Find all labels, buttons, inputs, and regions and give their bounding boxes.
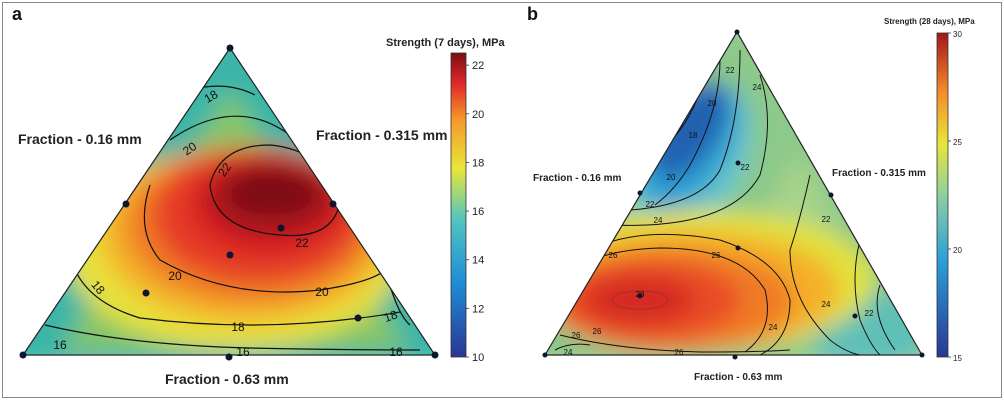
- contour-label-b: 24: [753, 83, 762, 92]
- axis-label-bottom-a: Fraction - 0.63 mm: [165, 371, 289, 387]
- colorbar-tick-label: 15: [953, 354, 962, 363]
- colorbar-a: Strength (7 days), MPa 22 20 18 16 14 12 10: [386, 37, 505, 364]
- colorbar-tick-label: 10: [472, 352, 484, 364]
- contour-label-b: 26: [572, 331, 581, 340]
- axis-label-bottom-b: Fraction - 0.63 mm: [694, 372, 782, 383]
- panel-b-letter: b: [527, 4, 538, 24]
- contour-label-a: 18: [231, 320, 245, 334]
- design-point-b: [919, 352, 925, 358]
- contour-label-b: 26: [712, 251, 721, 260]
- colorbar-tick-label: 14: [472, 255, 484, 267]
- colorbar-title-b: Strength (28 days), MPa: [884, 17, 975, 26]
- contour-label-a: 18: [382, 307, 400, 325]
- design-point-a: [122, 200, 130, 208]
- design-point-a: [354, 314, 362, 322]
- panel-a-letter: a: [12, 4, 23, 24]
- colorbar-tick-label: 30: [953, 30, 962, 39]
- contour-label-a: 22: [295, 236, 309, 250]
- colorbar-b: Strength (28 days), MPa 30 25 20 15: [884, 17, 975, 363]
- axis-label-right-a: Fraction - 0.315 mm: [316, 127, 448, 143]
- design-point-b: [732, 354, 738, 360]
- design-point-a: [142, 289, 150, 297]
- colorbar-tick-label: 18: [472, 157, 484, 169]
- design-point-b: [637, 293, 643, 299]
- colorbar-tick-label: 22: [472, 60, 484, 72]
- contour-label-b: 22: [646, 200, 655, 209]
- contour-label-b: 24: [564, 348, 573, 357]
- design-point-b: [734, 29, 740, 35]
- design-point-a: [226, 251, 234, 259]
- design-point-a: [19, 351, 27, 359]
- design-point-b: [542, 352, 548, 358]
- ternary-plot-b: 22 24 20 18 20 22 22 24 26 26 28 26 26 2…: [533, 17, 975, 383]
- colorbar-tick-label: 16: [472, 206, 484, 218]
- design-point-b: [735, 245, 741, 251]
- colorbar-tick-label: 20: [472, 109, 484, 121]
- axis-label-left-a: Fraction - 0.16 mm: [18, 131, 142, 147]
- contour-label-b: 26: [675, 348, 684, 357]
- design-point-b: [828, 192, 834, 198]
- design-point-b: [637, 190, 643, 196]
- design-point-b: [852, 313, 858, 319]
- contour-label-b: 24: [769, 323, 778, 332]
- contour-label-b: 20: [708, 99, 717, 108]
- colorbar-tick-label: 12: [472, 303, 484, 315]
- contour-label-a: 20: [168, 269, 182, 283]
- contour-label-a: 20: [315, 285, 329, 299]
- colorbar-tick-label: 20: [953, 246, 962, 255]
- contour-label-b: 22: [741, 163, 750, 172]
- colorbar-tick-label: 25: [953, 138, 962, 147]
- contour-label-b: 18: [689, 131, 698, 140]
- contour-label-b: 24: [822, 300, 831, 309]
- design-point-b: [735, 160, 741, 166]
- design-point-a: [431, 351, 439, 359]
- axis-label-left-b: Fraction - 0.16 mm: [533, 173, 621, 184]
- design-point-a: [329, 200, 337, 208]
- contour-label-a: 16: [389, 345, 403, 359]
- design-point-a: [226, 44, 234, 52]
- axis-label-right-b: Fraction - 0.315 mm: [832, 168, 926, 179]
- contour-label-b: 22: [726, 66, 735, 75]
- contour-label-b: 22: [822, 215, 831, 224]
- contour-label-a: 16: [53, 338, 67, 352]
- contour-label-b: 24: [654, 216, 663, 225]
- contour-label-b: 22: [865, 309, 874, 318]
- contour-label-b: 26: [609, 251, 618, 260]
- ternary-plot-a: 18 20 22 18 20 22 20 18 16 18 16 16: [18, 37, 505, 387]
- contour-label-a: 16: [236, 345, 250, 359]
- design-point-a: [225, 353, 233, 361]
- contour-label-a: 18: [202, 87, 221, 106]
- colorbar-gradient-b: [936, 32, 949, 358]
- colorbar-title-a: Strength (7 days), MPa: [386, 37, 505, 49]
- contour-label-b: 26: [593, 327, 602, 336]
- contour-label-b: 20: [667, 173, 676, 182]
- design-point-a: [277, 224, 285, 232]
- colorbar-gradient-a: [450, 52, 467, 358]
